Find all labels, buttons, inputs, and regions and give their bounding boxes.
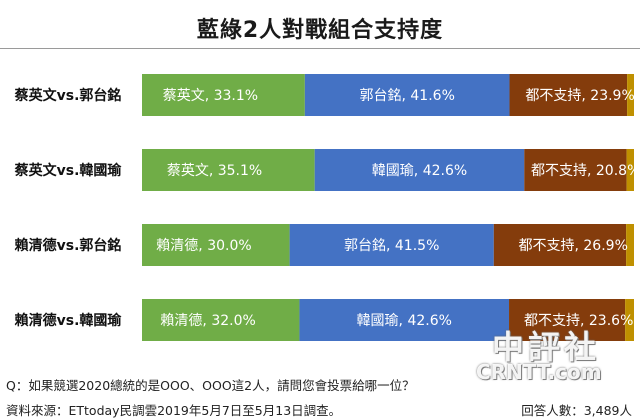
category-label: 蔡英文vs.韓國瑜 — [14, 162, 123, 179]
category-label: 蔡英文vs.郭台銘 — [14, 87, 122, 104]
data-label: 蔡英文, 33.1% — [163, 87, 258, 104]
watermark-chinese: 中評社 — [492, 328, 601, 366]
category-label: 賴清德vs.郭台銘 — [15, 237, 122, 254]
data-label: 都不支持, 26.9% — [519, 238, 628, 254]
data-label: 都不支持, 20.8% — [531, 163, 640, 179]
bar-segment — [304, 74, 510, 116]
bar-segment — [493, 224, 627, 266]
data-label: 韓國瑜, 42.6% — [357, 313, 452, 329]
data-label: 都不支持, 23.9% — [525, 88, 634, 104]
chart-title: 藍綠2人對戰組合支持度 — [196, 18, 444, 43]
survey-question: Q：如果競選2020總統的是OOO、OOO這2人，請問您會投票給哪一位？ — [6, 378, 415, 393]
data-label: 賴清德, 30.0% — [156, 238, 251, 254]
bar-segment — [142, 74, 305, 116]
bar-segment — [299, 299, 510, 341]
category-label: 賴清德vs.韓國瑜 — [15, 312, 123, 329]
bar-segment — [142, 224, 290, 266]
bar-segment — [314, 149, 525, 191]
title-divider — [0, 48, 640, 49]
data-label: 蔡英文, 35.1% — [167, 162, 262, 179]
data-label: 賴清德, 32.0% — [160, 313, 255, 329]
bar-segment — [524, 149, 627, 191]
bar-segment — [142, 149, 315, 191]
data-label: 都不支持, 23.6% — [524, 313, 633, 329]
bar-segment — [142, 299, 300, 341]
bar-segment — [627, 74, 634, 116]
bar-segment — [509, 299, 626, 341]
data-label: 郭台銘, 41.5% — [344, 237, 439, 254]
data-label: 郭台銘, 41.6% — [360, 87, 455, 104]
source-line: 資料來源：ETtoday民調雲2019年5月7日至5月13日調查。 回答人數：3… — [6, 400, 632, 418]
bar-segment — [289, 224, 494, 266]
data-source: 資料來源：ETtoday民調雲2019年5月7日至5月13日調查。 — [6, 403, 342, 418]
bar-segment — [625, 299, 634, 341]
bar-segment — [509, 74, 628, 116]
bar-segment — [626, 224, 634, 266]
watermark-english: CRNTT.com — [476, 360, 602, 384]
bar-segment — [626, 149, 634, 191]
data-label: 韓國瑜, 42.6% — [372, 163, 467, 179]
crntt-watermark: 中評社 CRNTT.com — [466, 322, 616, 388]
sample-size: 回答人數：3,489人 — [521, 403, 632, 418]
